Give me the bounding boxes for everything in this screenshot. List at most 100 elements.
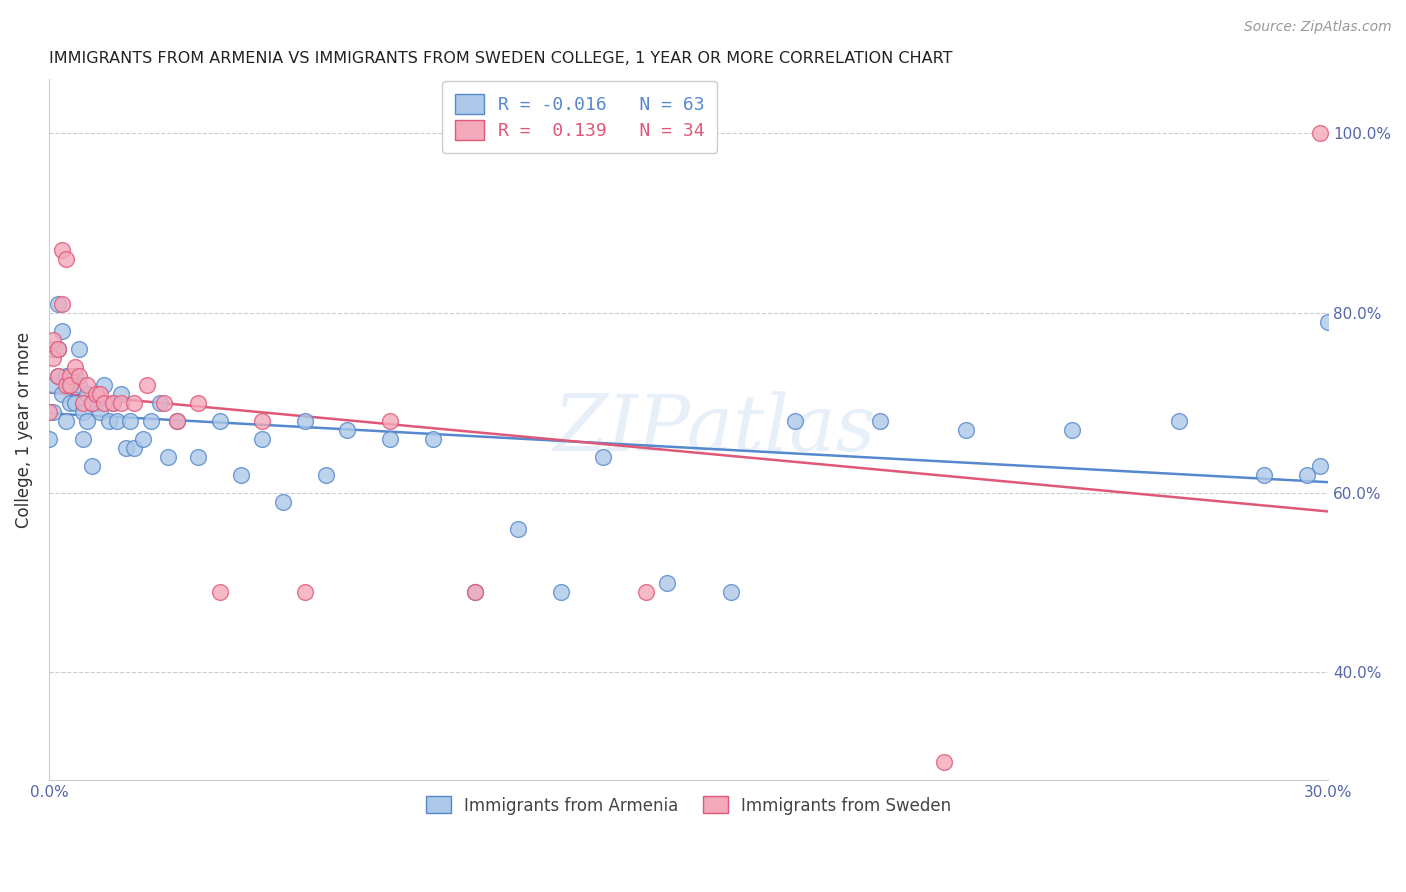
Text: ZIPatlas: ZIPatlas	[553, 392, 876, 468]
Point	[63, 396, 86, 410]
Point	[506, 522, 529, 536]
Text: Source: ZipAtlas.com: Source: ZipAtlas.com	[1244, 20, 1392, 34]
Point	[378, 414, 401, 428]
Point	[934, 756, 956, 770]
Point	[93, 377, 115, 392]
Point	[46, 297, 69, 311]
Point	[132, 432, 155, 446]
Point	[166, 414, 188, 428]
Point	[208, 584, 231, 599]
Point	[93, 396, 115, 410]
Point	[294, 414, 316, 428]
Point	[59, 377, 82, 392]
Point	[785, 414, 807, 428]
Point	[464, 584, 486, 599]
Point	[1317, 315, 1340, 329]
Point	[55, 252, 77, 266]
Point	[46, 368, 69, 383]
Point	[46, 342, 69, 356]
Point	[76, 377, 98, 392]
Point	[97, 414, 120, 428]
Point	[187, 396, 209, 410]
Point	[51, 243, 73, 257]
Point	[42, 333, 65, 347]
Point	[59, 377, 82, 392]
Point	[110, 387, 132, 401]
Point	[1167, 414, 1189, 428]
Point	[114, 441, 136, 455]
Point	[80, 396, 103, 410]
Y-axis label: College, 1 year or more: College, 1 year or more	[15, 332, 32, 528]
Point	[67, 377, 90, 392]
Point	[63, 368, 86, 383]
Point	[59, 396, 82, 410]
Point	[42, 377, 65, 392]
Point	[51, 324, 73, 338]
Point	[294, 584, 316, 599]
Point	[657, 575, 679, 590]
Point	[72, 396, 94, 410]
Text: IMMIGRANTS FROM ARMENIA VS IMMIGRANTS FROM SWEDEN COLLEGE, 1 YEAR OR MORE CORREL: IMMIGRANTS FROM ARMENIA VS IMMIGRANTS FR…	[49, 51, 952, 66]
Point	[55, 414, 77, 428]
Point	[869, 414, 891, 428]
Point	[42, 351, 65, 365]
Point	[51, 297, 73, 311]
Point	[720, 584, 742, 599]
Point	[464, 584, 486, 599]
Point	[72, 432, 94, 446]
Point	[1062, 423, 1084, 437]
Point	[72, 405, 94, 419]
Point	[38, 405, 60, 419]
Point	[153, 396, 176, 410]
Point	[592, 450, 614, 464]
Point	[187, 450, 209, 464]
Point	[110, 396, 132, 410]
Point	[101, 396, 124, 410]
Point	[76, 387, 98, 401]
Point	[46, 342, 69, 356]
Point	[76, 414, 98, 428]
Point	[208, 414, 231, 428]
Point	[122, 396, 145, 410]
Point	[1309, 458, 1331, 473]
Point	[1253, 467, 1275, 482]
Point	[51, 387, 73, 401]
Point	[80, 396, 103, 410]
Point	[315, 467, 337, 482]
Point	[122, 441, 145, 455]
Point	[250, 432, 273, 446]
Point	[118, 414, 141, 428]
Point	[80, 458, 103, 473]
Point	[550, 584, 572, 599]
Point	[84, 396, 107, 410]
Point	[67, 368, 90, 383]
Point	[336, 423, 359, 437]
Point	[955, 423, 977, 437]
Point	[229, 467, 252, 482]
Point	[1309, 126, 1331, 140]
Point	[634, 584, 657, 599]
Legend: Immigrants from Armenia, Immigrants from Sweden: Immigrants from Armenia, Immigrants from…	[416, 787, 962, 824]
Point	[273, 494, 295, 508]
Point	[38, 432, 60, 446]
Point	[55, 368, 77, 383]
Point	[149, 396, 172, 410]
Point	[42, 405, 65, 419]
Point	[84, 387, 107, 401]
Point	[46, 368, 69, 383]
Point	[67, 342, 90, 356]
Point	[422, 432, 444, 446]
Point	[101, 396, 124, 410]
Point	[136, 377, 159, 392]
Point	[157, 450, 180, 464]
Point	[55, 377, 77, 392]
Point	[141, 414, 163, 428]
Point	[89, 387, 111, 401]
Point	[166, 414, 188, 428]
Point	[89, 405, 111, 419]
Point	[42, 342, 65, 356]
Point	[63, 359, 86, 374]
Point	[105, 414, 128, 428]
Point	[59, 368, 82, 383]
Point	[1295, 467, 1317, 482]
